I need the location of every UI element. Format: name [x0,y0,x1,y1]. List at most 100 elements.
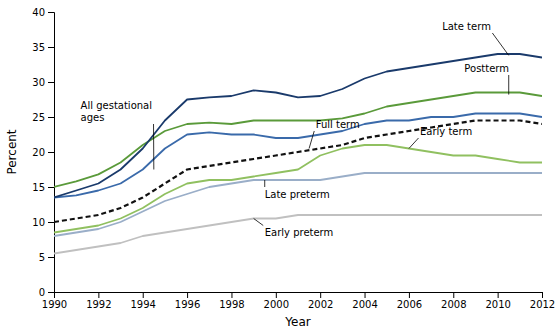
x-tick-label: 2000 [264,299,289,310]
annotation-text: Late preterm [265,189,330,200]
annotation-text: Early preterm [265,227,334,238]
chart-svg: 1990 1992 1994 1996 1998 2000 2002 2004 2006 2008… [0,0,560,334]
x-tick: 2002 [308,292,333,310]
y-tick-label: 15 [32,182,45,193]
y-tick-label: 0 [39,287,45,298]
x-tick: 2008 [441,292,466,310]
plot-area [54,54,542,254]
annotation-text-line: Full term [316,119,360,130]
x-tick: 2006 [397,292,422,310]
x-tick-mark [453,292,454,298]
x-tick-label: 2010 [485,299,510,310]
x-tick-mark [143,292,144,298]
x-tick-label: 2002 [308,299,333,310]
x-tick-label: 2004 [352,299,377,310]
x-tick-label: 2012 [530,299,555,310]
series-line [54,215,542,254]
x-tick-label: 2006 [397,299,422,310]
annotation-leader [264,180,265,187]
annotations: Late term Postterm All gestationalages Full… [81,21,509,239]
y-tick-label: 20 [32,147,45,158]
annotation-text: Postterm [464,63,509,74]
x-tick-mark [409,292,410,298]
y-axis-title: Percent [5,129,19,174]
y-tick: 40 [32,7,54,18]
x-tick: 2012 [530,292,555,310]
y-tick-mark [48,82,54,83]
y-tick-mark [48,12,54,13]
annotation-text-line: Early preterm [265,227,334,238]
y-tick-label: 10 [32,217,45,228]
y-tick: 25 [32,112,54,123]
x-tick: 1998 [219,292,244,310]
x-tick-label: 1992 [86,299,111,310]
x-tick-label: 1998 [219,299,244,310]
annotation-leader [153,124,154,170]
y-tick-label: 30 [32,77,45,88]
annotation-leader [508,75,509,95]
y-tick: 10 [32,217,54,228]
annotation-leaders [154,33,509,226]
y-tick-mark [48,117,54,118]
y-axis-line [48,13,55,293]
x-tick-label: 1990 [42,299,67,310]
annotation-leader [254,219,264,226]
series-line [54,114,542,198]
y-tick: 5 [39,252,54,263]
y-tick-label: 35 [32,42,45,53]
y-tick-label: 40 [32,7,45,18]
annotation-text: Early term [420,126,472,137]
y-tick: 20 [32,147,54,158]
annotation-text-line: Postterm [464,63,509,74]
annotation-text-line: ages [81,112,105,123]
annotation-text-line: Late preterm [265,189,330,200]
y-tick-mark [48,152,54,153]
annotation-leader [409,138,419,149]
x-tick-mark [320,292,321,298]
y-tick-mark [48,257,54,258]
annotation-text: All gestationalages [81,100,152,123]
series-line [54,54,542,198]
x-axis-line [55,293,543,299]
y-tick: 15 [32,182,54,193]
annotation-text: Full term [316,119,360,130]
y-axis: 0 5 10 15 20 25 30 35 40 [32,7,54,298]
x-tick: 1990 [42,292,67,310]
x-tick-mark [98,292,99,298]
annotation-text-line: Early term [420,126,472,137]
x-tick-mark [276,292,277,298]
series-line [54,93,542,188]
x-tick: 1996 [175,292,200,310]
x-tick-mark [498,292,499,298]
x-tick-mark [365,292,366,298]
chart-container: 1990 1992 1994 1996 1998 2000 2002 2004 2006 2008… [0,0,560,334]
annotation-text: Late term [442,21,491,32]
x-tick: 1994 [131,292,156,310]
x-tick: 2010 [485,292,510,310]
y-tick-label: 25 [32,112,45,123]
annotation-text-line: All gestational [81,100,152,111]
y-tick: 35 [32,42,54,53]
annotation-text-line: Late term [442,21,491,32]
x-tick: 1992 [86,292,111,310]
y-tick-mark [48,292,54,293]
x-axis-title: Year [284,315,310,329]
x-axis: 1990 1992 1994 1996 1998 2000 2002 2004 2006 2008… [42,292,555,310]
y-tick: 0 [39,287,54,298]
annotation-leader [309,131,314,149]
x-tick-mark [187,292,188,298]
x-tick: 2004 [352,292,377,310]
x-tick: 2000 [264,292,289,310]
x-tick-label: 2008 [441,299,466,310]
x-tick-label: 1996 [175,299,200,310]
y-tick: 30 [32,77,54,88]
annotation-leader [492,33,508,55]
x-tick-label: 1994 [131,299,156,310]
annotation-labels: Late term Postterm All gestationalages Full… [81,21,509,239]
y-tick-mark [48,47,54,48]
y-tick-mark [48,222,54,223]
x-tick-mark [231,292,232,298]
series-line [54,121,542,223]
y-tick-mark [48,187,54,188]
y-tick-label: 5 [39,252,45,263]
